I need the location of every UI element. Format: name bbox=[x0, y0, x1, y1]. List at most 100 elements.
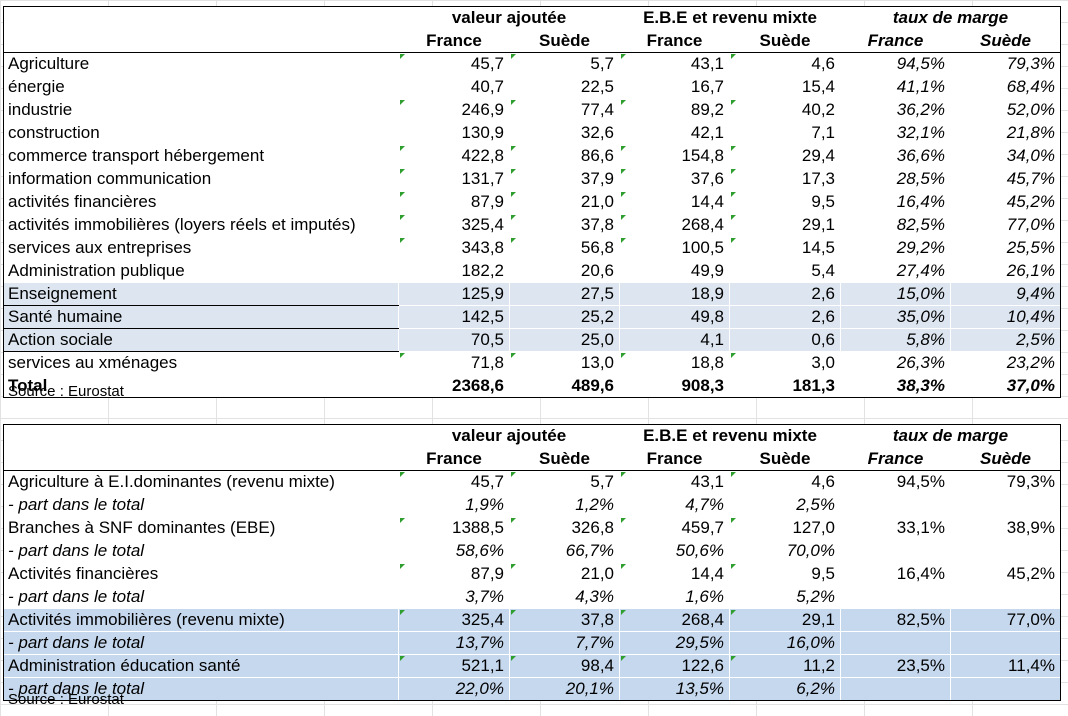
row-label[interactable]: Activités financières bbox=[3, 562, 399, 586]
share-cell[interactable]: 4,3% bbox=[575, 587, 614, 606]
value-cell[interactable]: 77,0% bbox=[950, 608, 1061, 632]
header-corner-cell[interactable] bbox=[3, 447, 399, 471]
group-header-ebe[interactable]: E.B.E et revenu mixte bbox=[619, 424, 841, 448]
value-cell[interactable]: 77,4 bbox=[510, 99, 620, 122]
value-cell[interactable]: 13,0 bbox=[510, 352, 620, 375]
value-cell[interactable]: 908,3 bbox=[619, 374, 730, 398]
value-cell[interactable]: 89,2 bbox=[619, 98, 730, 122]
value-cell[interactable]: 0,6 bbox=[729, 328, 841, 352]
value-cell[interactable]: 36,2% bbox=[840, 98, 951, 122]
value-cell[interactable]: 325,4 bbox=[398, 608, 510, 632]
country-header[interactable]: Suède bbox=[729, 29, 841, 53]
row-label[interactable]: Agriculture bbox=[3, 52, 399, 76]
empty-cell[interactable] bbox=[950, 677, 1061, 701]
value-cell[interactable]: 5,4 bbox=[811, 261, 835, 280]
value-cell[interactable]: 268,4 bbox=[619, 608, 730, 632]
value-cell[interactable]: 70,5 bbox=[398, 328, 510, 352]
value-cell[interactable]: 246,9 bbox=[398, 98, 510, 122]
row-label[interactable]: Santé humaine bbox=[3, 305, 399, 329]
value-cell[interactable]: 27,4% bbox=[840, 259, 951, 283]
value-cell[interactable]: 15,4 bbox=[801, 77, 835, 96]
value-cell[interactable]: 11,4% bbox=[950, 654, 1061, 678]
share-cell[interactable]: 13,7% bbox=[398, 631, 510, 655]
header-corner-cell[interactable] bbox=[3, 29, 399, 53]
row-label[interactable]: activités immobilières (loyers réels et … bbox=[3, 213, 399, 237]
value-cell[interactable]: 16,7 bbox=[619, 75, 730, 99]
value-cell[interactable]: 154,8 bbox=[619, 144, 730, 168]
share-label[interactable]: - part dans le total bbox=[3, 539, 399, 563]
row-label[interactable]: énergie bbox=[3, 75, 399, 99]
value-cell[interactable]: 98,4 bbox=[509, 654, 620, 678]
empty-cell[interactable] bbox=[840, 539, 951, 563]
value-cell[interactable]: 521,1 bbox=[398, 654, 510, 678]
share-label[interactable]: - part dans le total bbox=[3, 631, 399, 655]
value-cell[interactable]: 130,9 bbox=[398, 121, 510, 145]
country-header[interactable]: France bbox=[840, 29, 951, 53]
empty-cell[interactable] bbox=[840, 493, 951, 517]
value-cell[interactable]: 18,9 bbox=[619, 282, 730, 306]
share-label[interactable]: - part dans le total bbox=[3, 677, 399, 701]
share-cell[interactable]: 3,7% bbox=[398, 585, 510, 609]
value-cell[interactable]: 40,2 bbox=[730, 99, 841, 122]
value-cell[interactable]: 79,3% bbox=[950, 470, 1061, 494]
value-cell[interactable]: 9,4% bbox=[950, 282, 1061, 306]
empty-cell[interactable] bbox=[950, 585, 1061, 609]
row-label[interactable]: Agriculture à E.I.dominantes (revenu mix… bbox=[3, 470, 399, 494]
value-cell[interactable]: 127,0 bbox=[729, 516, 841, 540]
value-cell[interactable]: 7,1 bbox=[811, 123, 835, 142]
value-cell[interactable]: 4,1 bbox=[619, 328, 730, 352]
row-label[interactable]: commerce transport hébergement bbox=[3, 144, 399, 168]
value-cell[interactable]: 41,1% bbox=[840, 75, 951, 99]
empty-cell[interactable] bbox=[950, 493, 1061, 517]
value-cell[interactable]: 33,1% bbox=[840, 516, 951, 540]
value-cell[interactable]: 56,8 bbox=[510, 237, 620, 260]
value-cell[interactable]: 38,3% bbox=[840, 374, 951, 398]
value-cell[interactable]: 71,8 bbox=[398, 351, 510, 375]
value-cell[interactable]: 49,9 bbox=[619, 259, 730, 283]
share-cell[interactable]: 6,2% bbox=[729, 677, 841, 701]
share-cell[interactable]: 2,5% bbox=[796, 495, 835, 514]
value-cell[interactable]: 36,6% bbox=[840, 144, 951, 168]
value-cell[interactable]: 23,5% bbox=[840, 654, 951, 678]
country-header[interactable]: Suède bbox=[509, 447, 620, 471]
country-header[interactable]: France bbox=[398, 447, 510, 471]
country-header[interactable]: France bbox=[398, 29, 510, 53]
share-cell[interactable]: 1,9% bbox=[398, 493, 510, 517]
value-cell[interactable]: 37,8 bbox=[509, 608, 620, 632]
group-header-taux-de-marge[interactable]: taux de marge bbox=[840, 6, 1061, 30]
country-header[interactable]: France bbox=[619, 29, 730, 53]
row-label[interactable]: industrie bbox=[3, 98, 399, 122]
country-header[interactable]: Suède bbox=[509, 29, 620, 53]
value-cell[interactable]: 16,4% bbox=[840, 190, 951, 214]
value-cell[interactable]: 29,1 bbox=[729, 608, 841, 632]
share-cell[interactable]: 20,1% bbox=[509, 677, 620, 701]
value-cell[interactable]: 40,7 bbox=[398, 75, 510, 99]
value-cell[interactable]: 21,0 bbox=[509, 562, 620, 586]
value-cell[interactable]: 94,5% bbox=[840, 52, 951, 76]
value-cell[interactable]: 122,6 bbox=[619, 654, 730, 678]
value-cell[interactable]: 32,6 bbox=[580, 123, 614, 142]
value-cell[interactable]: 9,5 bbox=[729, 562, 841, 586]
value-cell[interactable]: 131,7 bbox=[398, 167, 510, 191]
value-cell[interactable]: 45,7% bbox=[950, 167, 1061, 191]
value-cell[interactable]: 2,5% bbox=[950, 328, 1061, 352]
value-cell[interactable]: 35,0% bbox=[840, 305, 951, 329]
value-cell[interactable]: 17,3 bbox=[730, 168, 841, 191]
value-cell[interactable]: 4,6 bbox=[729, 470, 841, 494]
value-cell[interactable]: 52,0% bbox=[950, 98, 1061, 122]
value-cell[interactable]: 68,4% bbox=[950, 75, 1061, 99]
value-cell[interactable]: 82,5% bbox=[840, 608, 951, 632]
value-cell[interactable]: 79,3% bbox=[950, 52, 1061, 76]
value-cell[interactable]: 5,8% bbox=[840, 328, 951, 352]
value-cell[interactable]: 87,9 bbox=[398, 190, 510, 214]
value-cell[interactable]: 15,0% bbox=[840, 282, 951, 306]
value-cell[interactable]: 86,6 bbox=[510, 145, 620, 168]
value-cell[interactable]: 26,3% bbox=[840, 351, 951, 375]
value-cell[interactable]: 43,1 bbox=[619, 470, 730, 494]
value-cell[interactable]: 16,4% bbox=[840, 562, 951, 586]
value-cell[interactable]: 37,9 bbox=[510, 168, 620, 191]
value-cell[interactable]: 37,8 bbox=[510, 214, 620, 237]
value-cell[interactable]: 32,1% bbox=[840, 121, 951, 145]
row-label[interactable]: Administration éducation santé bbox=[3, 654, 399, 678]
value-cell[interactable]: 29,2% bbox=[840, 236, 951, 260]
